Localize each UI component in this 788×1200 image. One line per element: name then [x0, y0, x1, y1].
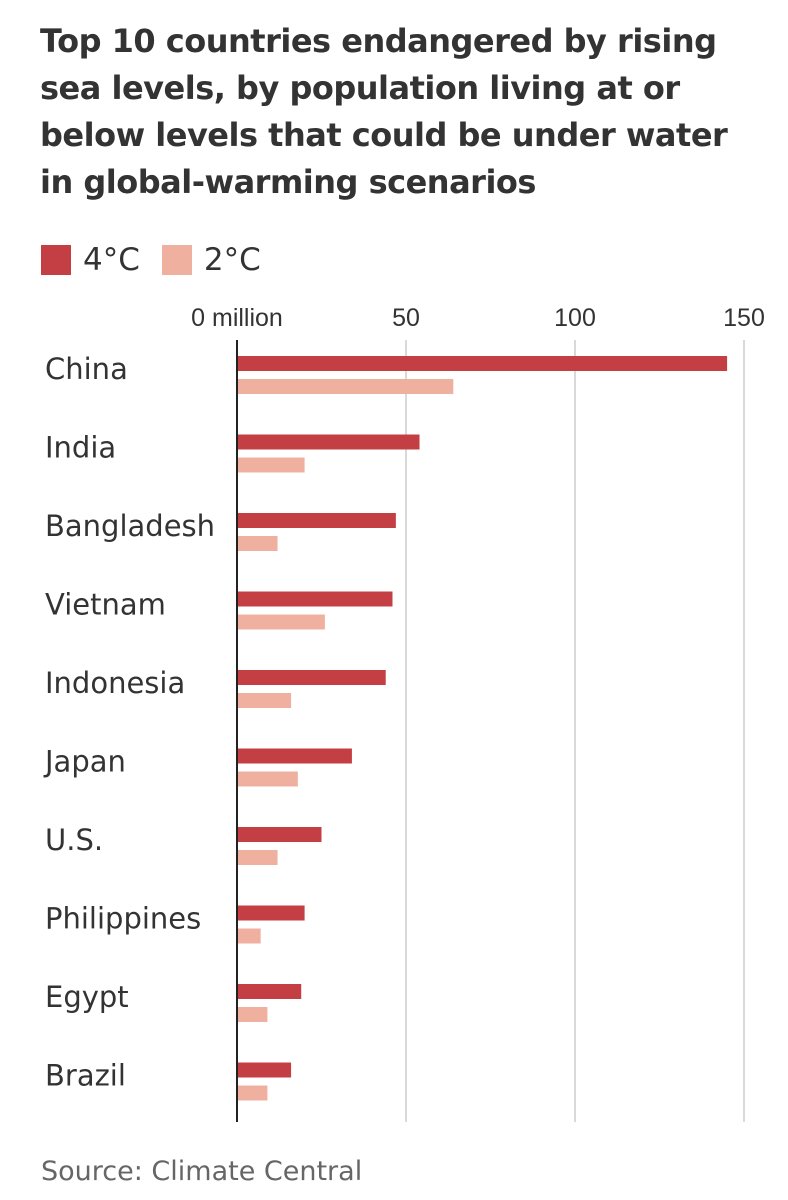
bar-2c-china [237, 379, 454, 394]
legend-swatch-2c [161, 245, 192, 275]
bar-4c-u-s [237, 827, 322, 842]
legend-swatch-4c [41, 245, 71, 275]
category-label-japan: Japan [43, 745, 126, 779]
bar-2c-philippines [237, 928, 261, 944]
bar-2c-u-s [237, 850, 278, 865]
legend-label-2c: 2°C [203, 242, 261, 278]
category-label-bangladesh: Bangladesh [45, 509, 215, 543]
bar-4c-vietnam [237, 591, 393, 607]
category-label-brazil: Brazil [45, 1059, 126, 1093]
bar-4c-philippines [237, 905, 305, 921]
legend-item-4c: 4°C [41, 242, 140, 278]
category-label-indonesia: Indonesia [45, 666, 185, 700]
category-label-india: India [45, 431, 116, 465]
bar-4c-bangladesh [237, 513, 396, 528]
legend-label-4c: 4°C [83, 242, 140, 278]
tick-label-0: 0 million [191, 304, 283, 332]
bar-2c-india [237, 457, 305, 473]
bar-2c-brazil [237, 1085, 268, 1101]
bar-4c-indonesia [237, 670, 386, 685]
tick-label-100: 100 [554, 304, 596, 332]
bar-2c-indonesia [237, 693, 292, 708]
bar-4c-india [237, 434, 420, 450]
bar-2c-egypt [237, 1007, 268, 1022]
bar-4c-japan [237, 748, 352, 764]
bar-4c-china [237, 356, 728, 371]
category-label-egypt: Egypt [45, 980, 129, 1014]
bar-2c-japan [237, 771, 298, 787]
category-label-u-s: U.S. [45, 823, 103, 857]
legend: 4°C 2°C [41, 238, 283, 282]
bar-4c-brazil [237, 1062, 292, 1078]
source-note: Source: Climate Central [41, 1156, 363, 1187]
bar-2c-vietnam [237, 614, 325, 630]
bar-chart: 0 million 50 100 150 China India Bangladesh Vie… [43, 304, 765, 1122]
legend-item-2c: 2°C [161, 242, 261, 278]
category-label-china: China [45, 352, 128, 386]
tick-label-50: 50 [392, 304, 420, 332]
tick-label-150: 150 [723, 304, 765, 332]
category-label-vietnam: Vietnam [45, 588, 166, 622]
bar-4c-egypt [237, 984, 302, 999]
bar-2c-bangladesh [237, 536, 278, 551]
category-label-philippines: Philippines [45, 902, 201, 936]
chart-title: Top 10 countries endangered by rising se… [40, 22, 728, 201]
